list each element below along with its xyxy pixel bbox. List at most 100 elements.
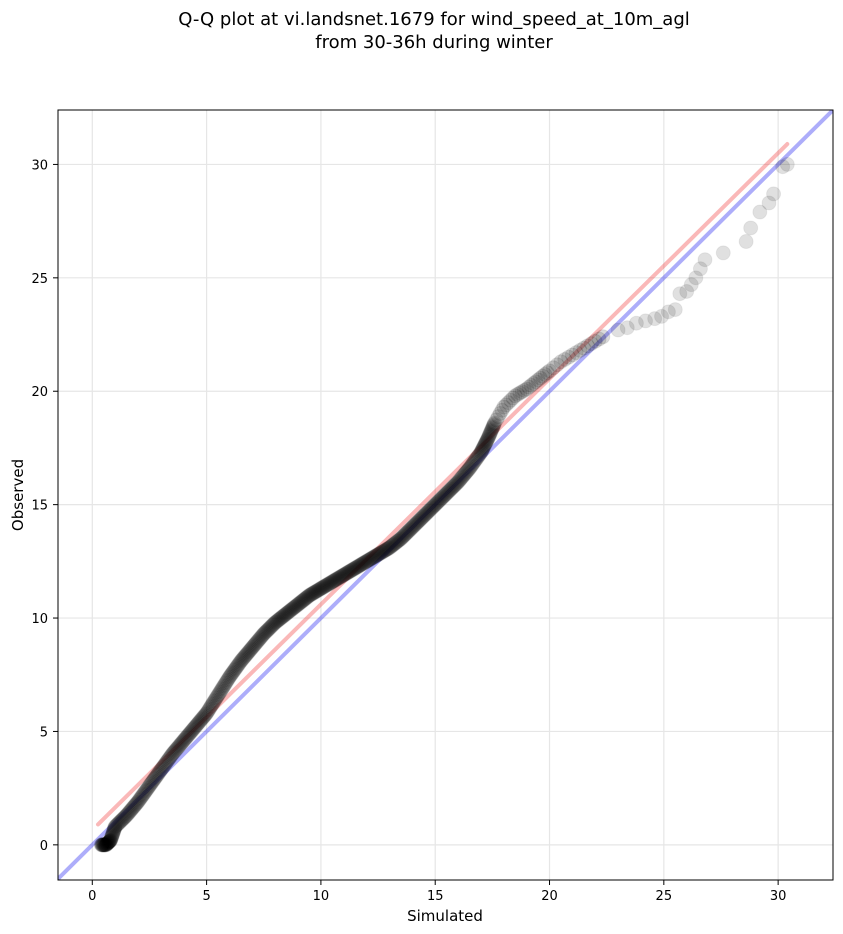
quantile-point <box>488 412 504 428</box>
quantile-point <box>377 543 393 559</box>
quantile-point <box>485 419 501 435</box>
quantile-point <box>166 744 182 760</box>
quantile-point <box>448 476 464 492</box>
quantile-point <box>420 504 436 520</box>
quantile-point <box>431 493 447 509</box>
quantile-point <box>273 610 289 626</box>
quantile-point <box>175 734 191 750</box>
quantile-point <box>189 717 205 733</box>
quantile-point <box>396 528 412 544</box>
quantile-point <box>498 397 514 413</box>
quantile-point <box>467 452 483 468</box>
quantile-point <box>274 609 290 625</box>
quantile-point <box>239 646 255 662</box>
quantile-point <box>327 572 343 588</box>
quantile-point <box>98 836 114 852</box>
chart-title-line-1: Q-Q plot at vi.landsnet.1679 for wind_sp… <box>178 9 690 30</box>
quantile-point <box>172 737 188 753</box>
quantile-point <box>743 220 759 236</box>
quantile-point <box>433 491 449 507</box>
quantile-point <box>313 581 329 597</box>
x-tick-label: 20 <box>541 889 558 904</box>
quantile-point <box>151 765 167 781</box>
quantile-point <box>198 706 214 722</box>
quantile-point <box>564 347 580 363</box>
plot-area <box>58 110 833 880</box>
quantile-point <box>470 448 486 464</box>
quantile-point <box>241 643 257 659</box>
quantile-point <box>137 784 153 800</box>
quantile-point <box>394 530 410 546</box>
quantile-point <box>409 515 425 531</box>
quantile-point <box>284 601 300 617</box>
quantile-point <box>159 754 175 770</box>
quantile-point <box>247 636 263 652</box>
quantile-point <box>482 427 498 443</box>
quantile-point <box>360 553 376 569</box>
quantile-point <box>697 252 713 268</box>
quantile-point <box>479 432 495 448</box>
quantile-point <box>191 714 207 730</box>
quantile-point <box>354 556 370 572</box>
quantile-point <box>106 821 122 837</box>
quantile-point <box>162 749 178 765</box>
quantile-point <box>545 360 561 376</box>
quantile-point <box>104 828 120 844</box>
quantile-point <box>229 658 245 674</box>
quantile-point <box>177 731 193 747</box>
quantile-point <box>347 560 363 576</box>
quantile-point <box>692 261 708 277</box>
quantile-point <box>307 584 323 600</box>
quantile-point <box>474 443 490 459</box>
quantile-point <box>150 766 166 782</box>
quantile-point <box>438 486 454 502</box>
quantile-point <box>358 554 374 570</box>
quantile-point <box>417 507 433 523</box>
quantile-point <box>345 561 361 577</box>
quantile-point <box>163 747 179 763</box>
quantile-point <box>204 696 220 712</box>
quantile-point <box>259 623 275 639</box>
quantile-point <box>120 806 136 822</box>
quantile-point <box>451 473 467 489</box>
quantile-point <box>214 681 230 697</box>
quantile-point <box>449 475 465 491</box>
quantile-point <box>139 782 155 798</box>
quantile-point <box>203 698 219 714</box>
quantile-point <box>153 762 169 778</box>
quantile-point <box>444 480 460 496</box>
quantile-point <box>127 797 143 813</box>
quantile-point <box>456 467 472 483</box>
quantile-point <box>197 708 213 724</box>
quantile-point <box>464 456 480 472</box>
quantile-point <box>272 611 288 627</box>
quantile-point <box>120 805 136 821</box>
quantile-point <box>320 577 336 593</box>
quantile-point <box>462 460 478 476</box>
quantile-point <box>679 283 695 299</box>
quantile-point <box>134 788 150 804</box>
quantile-point <box>269 613 285 629</box>
quantile-point <box>445 479 461 495</box>
data-points <box>93 156 795 853</box>
quantile-point <box>426 498 442 514</box>
quantile-point <box>561 349 577 365</box>
quantile-point <box>268 614 284 630</box>
quantile-point <box>486 416 502 432</box>
quantile-point <box>376 543 392 559</box>
quantile-point <box>311 582 327 598</box>
quantile-point <box>125 799 141 815</box>
quantile-point <box>328 571 344 587</box>
quantile-point <box>660 304 676 320</box>
quantile-point <box>395 529 411 545</box>
quantile-point <box>140 781 156 797</box>
quantile-point <box>361 552 377 568</box>
quantile-point <box>112 814 128 830</box>
quantile-point <box>101 834 117 850</box>
quantile-point <box>457 466 473 482</box>
quantile-point <box>761 195 777 211</box>
quantile-point <box>285 600 301 616</box>
quantile-point <box>459 464 475 480</box>
quantile-point <box>638 313 654 329</box>
